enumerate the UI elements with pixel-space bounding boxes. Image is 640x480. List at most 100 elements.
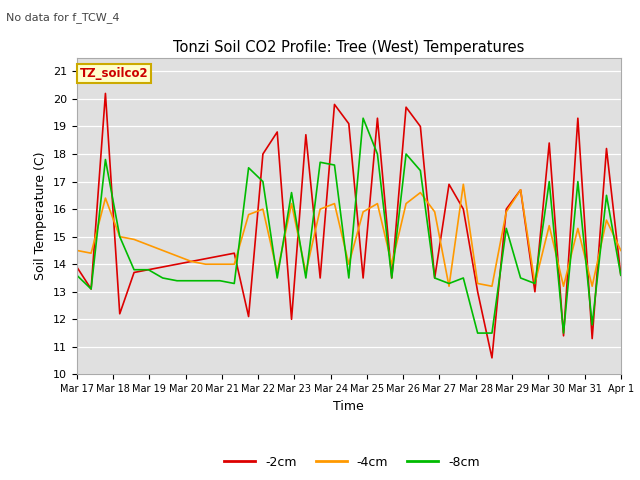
-2cm xyxy=(445,181,453,187)
-4cm xyxy=(145,242,152,248)
-4cm xyxy=(173,253,181,259)
-4cm xyxy=(545,223,553,228)
-2cm xyxy=(259,151,267,157)
-8cm xyxy=(545,179,553,184)
-2cm xyxy=(588,336,596,341)
-4cm xyxy=(230,261,238,267)
Line: -2cm: -2cm xyxy=(77,94,621,358)
Line: -8cm: -8cm xyxy=(77,118,621,333)
-4cm xyxy=(331,201,339,206)
-4cm xyxy=(445,283,453,289)
-4cm xyxy=(560,283,568,289)
-4cm xyxy=(488,283,496,289)
-8cm xyxy=(488,330,496,336)
-4cm xyxy=(431,209,438,215)
-2cm xyxy=(73,264,81,270)
-2cm xyxy=(545,140,553,146)
-8cm xyxy=(474,330,481,336)
-4cm xyxy=(617,248,625,253)
-4cm xyxy=(359,209,367,215)
-8cm xyxy=(273,275,281,281)
-8cm xyxy=(574,179,582,184)
-2cm xyxy=(345,121,353,127)
-8cm xyxy=(288,190,296,195)
-8cm xyxy=(516,275,524,281)
-8cm xyxy=(359,115,367,121)
-8cm xyxy=(345,275,353,281)
-2cm xyxy=(488,355,496,361)
-2cm xyxy=(202,256,209,262)
-2cm xyxy=(502,206,510,212)
-8cm xyxy=(87,286,95,292)
-4cm xyxy=(116,234,124,240)
Text: No data for f_TCW_4: No data for f_TCW_4 xyxy=(6,12,120,23)
-4cm xyxy=(202,261,209,267)
-4cm xyxy=(188,259,195,264)
-4cm xyxy=(345,261,353,267)
-4cm xyxy=(402,201,410,206)
-8cm xyxy=(445,281,453,287)
-2cm xyxy=(560,333,568,339)
Title: Tonzi Soil CO2 Profile: Tree (West) Temperatures: Tonzi Soil CO2 Profile: Tree (West) Temp… xyxy=(173,40,525,55)
-2cm xyxy=(173,261,181,267)
-8cm xyxy=(259,179,267,184)
-8cm xyxy=(230,281,238,287)
-4cm xyxy=(216,261,224,267)
-2cm xyxy=(273,129,281,135)
-8cm xyxy=(531,281,539,287)
-8cm xyxy=(417,168,424,173)
-4cm xyxy=(417,190,424,195)
-2cm xyxy=(87,286,95,292)
-4cm xyxy=(502,209,510,215)
-8cm xyxy=(431,275,438,281)
-2cm xyxy=(388,275,396,281)
-4cm xyxy=(244,212,252,217)
-2cm xyxy=(474,289,481,295)
-8cm xyxy=(603,192,611,198)
-2cm xyxy=(460,206,467,212)
-8cm xyxy=(331,162,339,168)
-4cm xyxy=(73,248,81,253)
-8cm xyxy=(188,278,195,284)
-8cm xyxy=(316,159,324,165)
-4cm xyxy=(460,181,467,187)
-4cm xyxy=(302,270,310,276)
-2cm xyxy=(431,275,438,281)
-4cm xyxy=(273,270,281,276)
-2cm xyxy=(417,123,424,129)
-8cm xyxy=(202,278,209,284)
-4cm xyxy=(603,217,611,223)
-2cm xyxy=(159,264,166,270)
Y-axis label: Soil Temperature (C): Soil Temperature (C) xyxy=(35,152,47,280)
-2cm xyxy=(374,115,381,121)
-2cm xyxy=(188,259,195,264)
-8cm xyxy=(617,272,625,278)
-8cm xyxy=(302,275,310,281)
-8cm xyxy=(216,278,224,284)
-4cm xyxy=(288,201,296,206)
-2cm xyxy=(574,115,582,121)
-2cm xyxy=(216,253,224,259)
-2cm xyxy=(617,272,625,278)
-2cm xyxy=(603,145,611,151)
-8cm xyxy=(460,275,467,281)
-4cm xyxy=(388,261,396,267)
-4cm xyxy=(574,226,582,231)
-8cm xyxy=(173,278,181,284)
-2cm xyxy=(531,289,539,295)
-2cm xyxy=(230,250,238,256)
-2cm xyxy=(359,275,367,281)
Text: TZ_soilco2: TZ_soilco2 xyxy=(79,67,148,80)
X-axis label: Time: Time xyxy=(333,400,364,413)
-2cm xyxy=(102,91,109,96)
-2cm xyxy=(244,313,252,319)
-8cm xyxy=(244,165,252,171)
-2cm xyxy=(516,187,524,192)
-8cm xyxy=(116,234,124,240)
-2cm xyxy=(302,132,310,138)
-8cm xyxy=(159,275,166,281)
-4cm xyxy=(531,281,539,287)
-4cm xyxy=(374,201,381,206)
-8cm xyxy=(374,151,381,157)
Legend: -2cm, -4cm, -8cm: -2cm, -4cm, -8cm xyxy=(219,451,485,474)
